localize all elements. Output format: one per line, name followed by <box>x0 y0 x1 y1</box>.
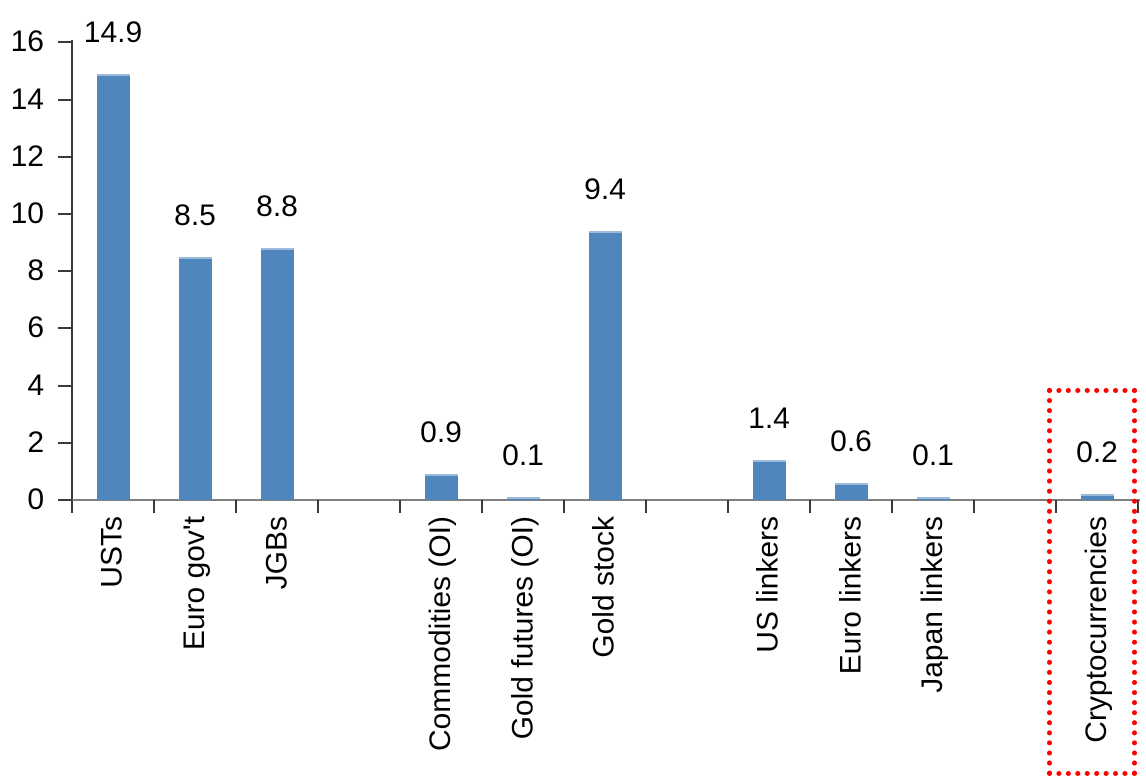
highlight-box <box>1047 388 1137 776</box>
y-axis-line <box>71 40 73 502</box>
x-tick <box>399 500 401 513</box>
y-tick-label: 4 <box>27 368 44 402</box>
bar-value-label: 8.8 <box>256 190 298 223</box>
bar <box>425 474 458 500</box>
category-label: Euro gov't <box>178 516 211 651</box>
bar <box>179 257 212 500</box>
category-label: Gold futures (OI) <box>506 516 539 740</box>
x-tick <box>481 500 483 513</box>
y-tick-label: 16 <box>10 25 44 59</box>
y-tick-label: 0 <box>27 483 44 516</box>
x-tick <box>1137 500 1139 513</box>
y-tick <box>58 499 72 501</box>
y-tick <box>58 441 72 444</box>
bar <box>753 460 786 500</box>
x-tick <box>563 500 565 513</box>
x-tick <box>71 500 73 513</box>
bar-value-label: 0.9 <box>420 416 462 449</box>
category-label: US linkers <box>752 516 785 653</box>
y-tick <box>58 98 72 101</box>
y-tick-label: 8 <box>27 254 44 288</box>
category-label: Japan linkers <box>916 516 949 693</box>
bar <box>507 497 540 500</box>
y-tick <box>58 155 72 158</box>
x-tick <box>891 500 893 513</box>
x-tick <box>727 500 729 513</box>
category-label: USTs <box>96 516 129 588</box>
y-tick <box>58 213 72 215</box>
x-tick <box>645 500 647 513</box>
y-tick <box>58 270 72 273</box>
bar-value-label: 14.9 <box>83 16 143 49</box>
category-label: JGBs <box>260 516 293 590</box>
bar <box>1081 494 1114 500</box>
category-label: Euro linkers <box>834 516 867 675</box>
x-tick <box>317 500 319 513</box>
bar-value-label: 9.4 <box>584 173 626 206</box>
y-tick-label: 6 <box>27 311 44 345</box>
bar-value-label: 0.1 <box>502 439 544 472</box>
y-tick <box>58 41 72 44</box>
x-tick <box>1055 500 1057 513</box>
category-label: Gold stock <box>588 516 621 658</box>
y-tick <box>58 384 72 387</box>
bar-value-label: 0.1 <box>912 439 954 472</box>
y-tick-label: 2 <box>27 425 44 459</box>
category-label: Commodities (OI) <box>424 516 457 752</box>
x-tick <box>809 500 811 513</box>
bar <box>917 497 950 500</box>
y-tick-label: 10 <box>10 197 44 230</box>
bar-value-label: 1.4 <box>748 402 790 435</box>
bar <box>589 231 622 500</box>
bar-value-label: 8.5 <box>174 199 216 232</box>
y-tick-label: 12 <box>10 139 44 173</box>
bar <box>97 74 130 500</box>
x-tick <box>235 500 237 513</box>
bar <box>835 483 868 500</box>
y-tick-label: 14 <box>10 82 44 116</box>
x-axis-line <box>72 499 1140 501</box>
x-tick <box>153 500 155 513</box>
bar-value-label: 0.6 <box>830 425 872 458</box>
bar <box>261 248 294 500</box>
bar-value-label: 0.2 <box>1076 436 1118 469</box>
y-tick <box>58 327 72 330</box>
x-tick <box>973 500 975 513</box>
